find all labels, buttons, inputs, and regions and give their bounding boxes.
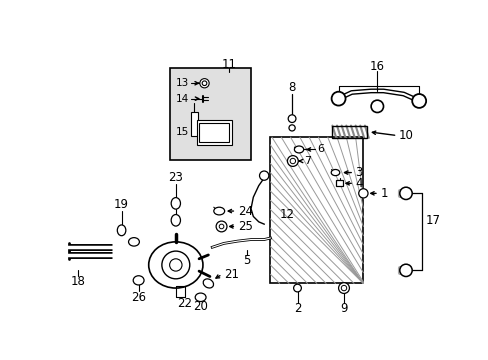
Circle shape (287, 115, 295, 122)
Text: 6: 6 (316, 144, 323, 154)
Circle shape (259, 171, 268, 180)
Circle shape (338, 283, 349, 293)
Text: 3: 3 (355, 166, 362, 179)
Circle shape (341, 285, 346, 291)
Circle shape (411, 94, 425, 108)
Bar (199, 122, 228, 142)
Ellipse shape (213, 207, 224, 215)
Text: 26: 26 (131, 291, 146, 304)
Bar (191, 112, 197, 136)
Text: 7: 7 (303, 156, 310, 166)
Circle shape (399, 264, 411, 276)
Circle shape (331, 92, 345, 105)
Circle shape (399, 187, 411, 199)
Ellipse shape (195, 293, 205, 302)
Ellipse shape (294, 146, 303, 153)
Circle shape (202, 81, 206, 86)
Text: 1: 1 (380, 187, 387, 200)
Text: 5: 5 (243, 254, 250, 267)
Ellipse shape (117, 225, 125, 236)
Bar (196, 120, 231, 145)
Bar (169, 68, 250, 160)
Text: 12: 12 (279, 208, 294, 221)
Text: 9: 9 (340, 302, 347, 315)
Circle shape (287, 156, 298, 166)
Text: 8: 8 (288, 81, 295, 94)
Ellipse shape (330, 170, 339, 176)
Circle shape (370, 100, 383, 112)
Text: 23: 23 (168, 171, 183, 184)
Circle shape (288, 125, 295, 131)
Ellipse shape (148, 242, 203, 288)
Text: 18: 18 (71, 275, 85, 288)
Text: 10: 10 (398, 129, 413, 142)
Bar (332, 126, 366, 138)
Text: 20: 20 (193, 300, 207, 313)
Circle shape (293, 284, 301, 292)
Bar (270, 137, 363, 283)
Text: 2: 2 (293, 302, 301, 315)
Circle shape (162, 251, 189, 279)
Text: 13: 13 (176, 78, 189, 88)
Text: 17: 17 (425, 214, 440, 227)
Circle shape (219, 224, 224, 229)
Text: 21: 21 (224, 268, 238, 281)
Text: 22: 22 (177, 297, 192, 310)
Circle shape (358, 189, 367, 198)
Text: 24: 24 (237, 204, 252, 217)
Circle shape (169, 259, 182, 271)
Ellipse shape (171, 198, 180, 209)
Text: 15: 15 (176, 127, 189, 137)
Circle shape (200, 78, 209, 88)
Text: 19: 19 (114, 198, 129, 211)
Text: 4: 4 (355, 177, 363, 190)
Ellipse shape (133, 276, 144, 285)
Text: 25: 25 (237, 220, 252, 233)
Text: 16: 16 (369, 60, 384, 73)
Ellipse shape (203, 279, 213, 288)
Bar (336, 180, 343, 186)
Ellipse shape (171, 215, 180, 226)
Circle shape (216, 221, 226, 232)
Circle shape (289, 158, 295, 164)
Text: 14: 14 (176, 94, 189, 104)
Text: 11: 11 (222, 58, 236, 71)
Ellipse shape (128, 238, 139, 246)
